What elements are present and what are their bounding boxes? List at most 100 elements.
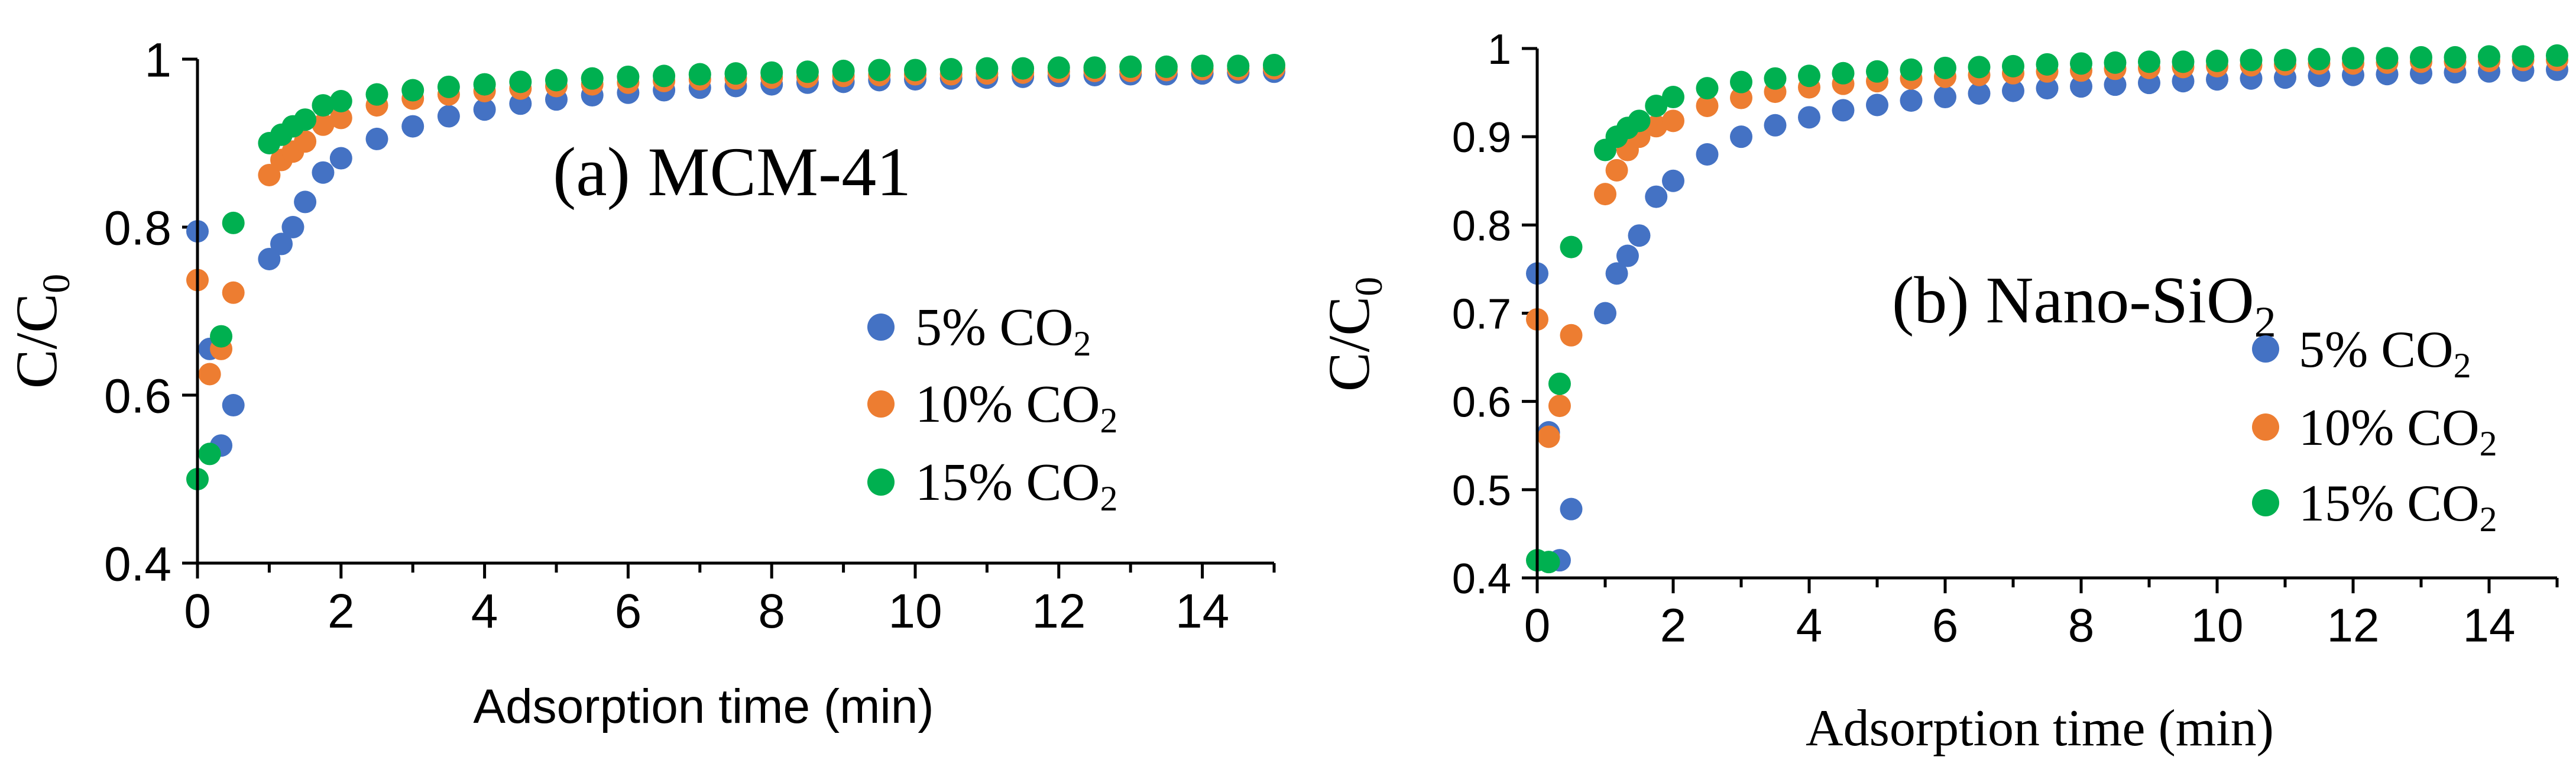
- data-point-series-0: [1628, 224, 1651, 247]
- data-point-series-2: [437, 75, 460, 98]
- data-point-series-2: [1934, 56, 1956, 79]
- legend: 5% CO2 10% CO2 15% CO2: [867, 298, 1118, 518]
- data-point-series-2: [904, 59, 926, 82]
- chart-panel-b: 0.4 0.5 0.6 0.7 0.8 0.9 1 0 2 4 6 8 10 12 14 (b) Nano…: [1316, 26, 2568, 757]
- data-point-series-2: [2308, 47, 2331, 70]
- x-tick-label: 0: [1524, 599, 1551, 652]
- x-tick-label: 12: [2327, 599, 2380, 652]
- data-point-series-2: [976, 57, 999, 80]
- data-point-series-1: [1548, 395, 1571, 418]
- data-points: [186, 53, 1285, 490]
- y-axis-ticks: 0.4 0.5 0.6 0.7 0.8 0.9 1: [1452, 26, 1537, 603]
- y-axis-label: C/C0: [4, 274, 78, 389]
- data-point-series-2: [2206, 49, 2228, 72]
- data-point-series-2: [1537, 551, 1560, 574]
- x-tick-label: 4: [471, 584, 498, 638]
- x-axis-ticks: 0 2 4 6 8 10 12 14: [184, 563, 1276, 638]
- data-point-series-2: [1227, 54, 1250, 77]
- data-point-series-1: [1560, 324, 1583, 347]
- chart-panel-a: 0.4 0.6 0.8 1 0 2 4 6 8 10 12 14 (a) MCM-41 C/C0 A…: [4, 34, 1285, 733]
- data-point-series-2: [868, 59, 891, 82]
- data-point-series-1: [329, 106, 352, 130]
- data-point-series-0: [1934, 86, 1956, 109]
- data-point-series-0: [401, 115, 425, 138]
- data-point-series-2: [796, 60, 819, 83]
- legend-marker-15pct: [867, 468, 895, 496]
- data-point-series-2: [1900, 58, 1923, 81]
- data-point-series-2: [329, 90, 352, 112]
- data-point-series-0: [1900, 89, 1923, 112]
- data-point-series-2: [312, 94, 335, 117]
- legend-item-10pct: 10% CO2: [867, 375, 1118, 440]
- x-tick-label: 10: [2191, 599, 2244, 652]
- legend: 5% CO2 10% CO2 15% CO2: [2252, 321, 2497, 539]
- data-point-series-2: [2104, 51, 2127, 74]
- data-point-series-1: [222, 281, 245, 304]
- data-point-series-0: [2002, 79, 2024, 102]
- data-point-series-0: [294, 190, 317, 214]
- legend-item-15pct: 15% CO2: [867, 453, 1118, 518]
- y-axis-label: C/C0: [1316, 277, 1391, 392]
- data-point-series-2: [1119, 55, 1142, 78]
- data-point-series-2: [509, 70, 532, 93]
- chart-title-main: (b) Nano-SiO: [1892, 264, 2254, 337]
- data-point-series-0: [1616, 244, 1639, 267]
- data-point-series-2: [2376, 47, 2399, 70]
- x-tick-label: 6: [615, 584, 642, 638]
- y-tick-label: 0.7: [1452, 290, 1511, 338]
- x-axis-label: Adsorption time (min): [473, 680, 934, 733]
- data-point-series-2: [1628, 109, 1651, 132]
- data-point-series-2: [2342, 47, 2364, 70]
- data-point-series-2: [1764, 67, 1787, 90]
- data-point-series-0: [270, 232, 293, 256]
- data-point-series-2: [832, 59, 855, 82]
- data-point-series-0: [2070, 75, 2092, 98]
- legend-item-5pct: 5% CO2: [2252, 321, 2471, 385]
- data-point-series-0: [329, 147, 352, 170]
- data-point-series-0: [1866, 93, 1888, 117]
- data-point-series-2: [1696, 77, 1719, 100]
- data-point-series-2: [294, 108, 317, 131]
- data-point-series-0: [2036, 77, 2059, 100]
- data-point-series-2: [1968, 56, 1991, 79]
- data-point-series-2: [1832, 62, 1855, 85]
- legend-item-5pct: 5% CO2: [867, 298, 1091, 363]
- data-point-series-2: [1645, 94, 1668, 117]
- data-point-series-0: [1730, 125, 1752, 148]
- svg-text:10% CO2: 10% CO2: [2299, 399, 2497, 463]
- data-point-series-2: [581, 67, 604, 90]
- data-point-series-2: [2274, 49, 2296, 72]
- data-point-series-1: [1594, 183, 1616, 206]
- data-point-series-0: [1605, 262, 1628, 285]
- x-tick-label: 14: [2463, 599, 2516, 652]
- data-point-series-0: [1696, 143, 1719, 166]
- data-point-series-0: [1832, 99, 1855, 122]
- data-points: [1526, 44, 2568, 574]
- data-point-series-0: [1764, 114, 1787, 137]
- y-tick-label: 0.6: [1452, 379, 1511, 426]
- legend-marker-5pct: [867, 313, 895, 341]
- x-tick-label: 12: [1032, 584, 1086, 638]
- data-point-series-2: [222, 211, 245, 234]
- chart-title: (b) Nano-SiO2: [1892, 264, 2276, 347]
- svg-text:15% CO2: 15% CO2: [915, 453, 1118, 518]
- data-point-series-2: [198, 442, 221, 466]
- data-point-series-0: [1662, 169, 1684, 192]
- x-tick-label: 2: [1660, 599, 1687, 652]
- x-axis-label: Adsorption time (min): [1806, 700, 2274, 757]
- data-point-series-2: [1662, 86, 1684, 109]
- data-point-series-2: [2410, 46, 2432, 69]
- data-point-series-2: [724, 62, 747, 85]
- data-point-series-2: [1047, 56, 1070, 79]
- data-point-series-1: [198, 363, 221, 386]
- data-point-series-0: [1594, 302, 1616, 325]
- data-point-series-2: [1155, 55, 1178, 78]
- y-tick-label: 1: [144, 34, 171, 88]
- data-point-series-0: [312, 161, 335, 184]
- data-point-series-2: [2512, 45, 2535, 68]
- x-tick-label: 0: [184, 584, 211, 638]
- data-point-series-2: [688, 63, 711, 86]
- svg-text:15% CO2: 15% CO2: [2299, 475, 2497, 539]
- x-tick-label: 10: [888, 584, 942, 638]
- legend-marker-5pct: [2252, 335, 2279, 363]
